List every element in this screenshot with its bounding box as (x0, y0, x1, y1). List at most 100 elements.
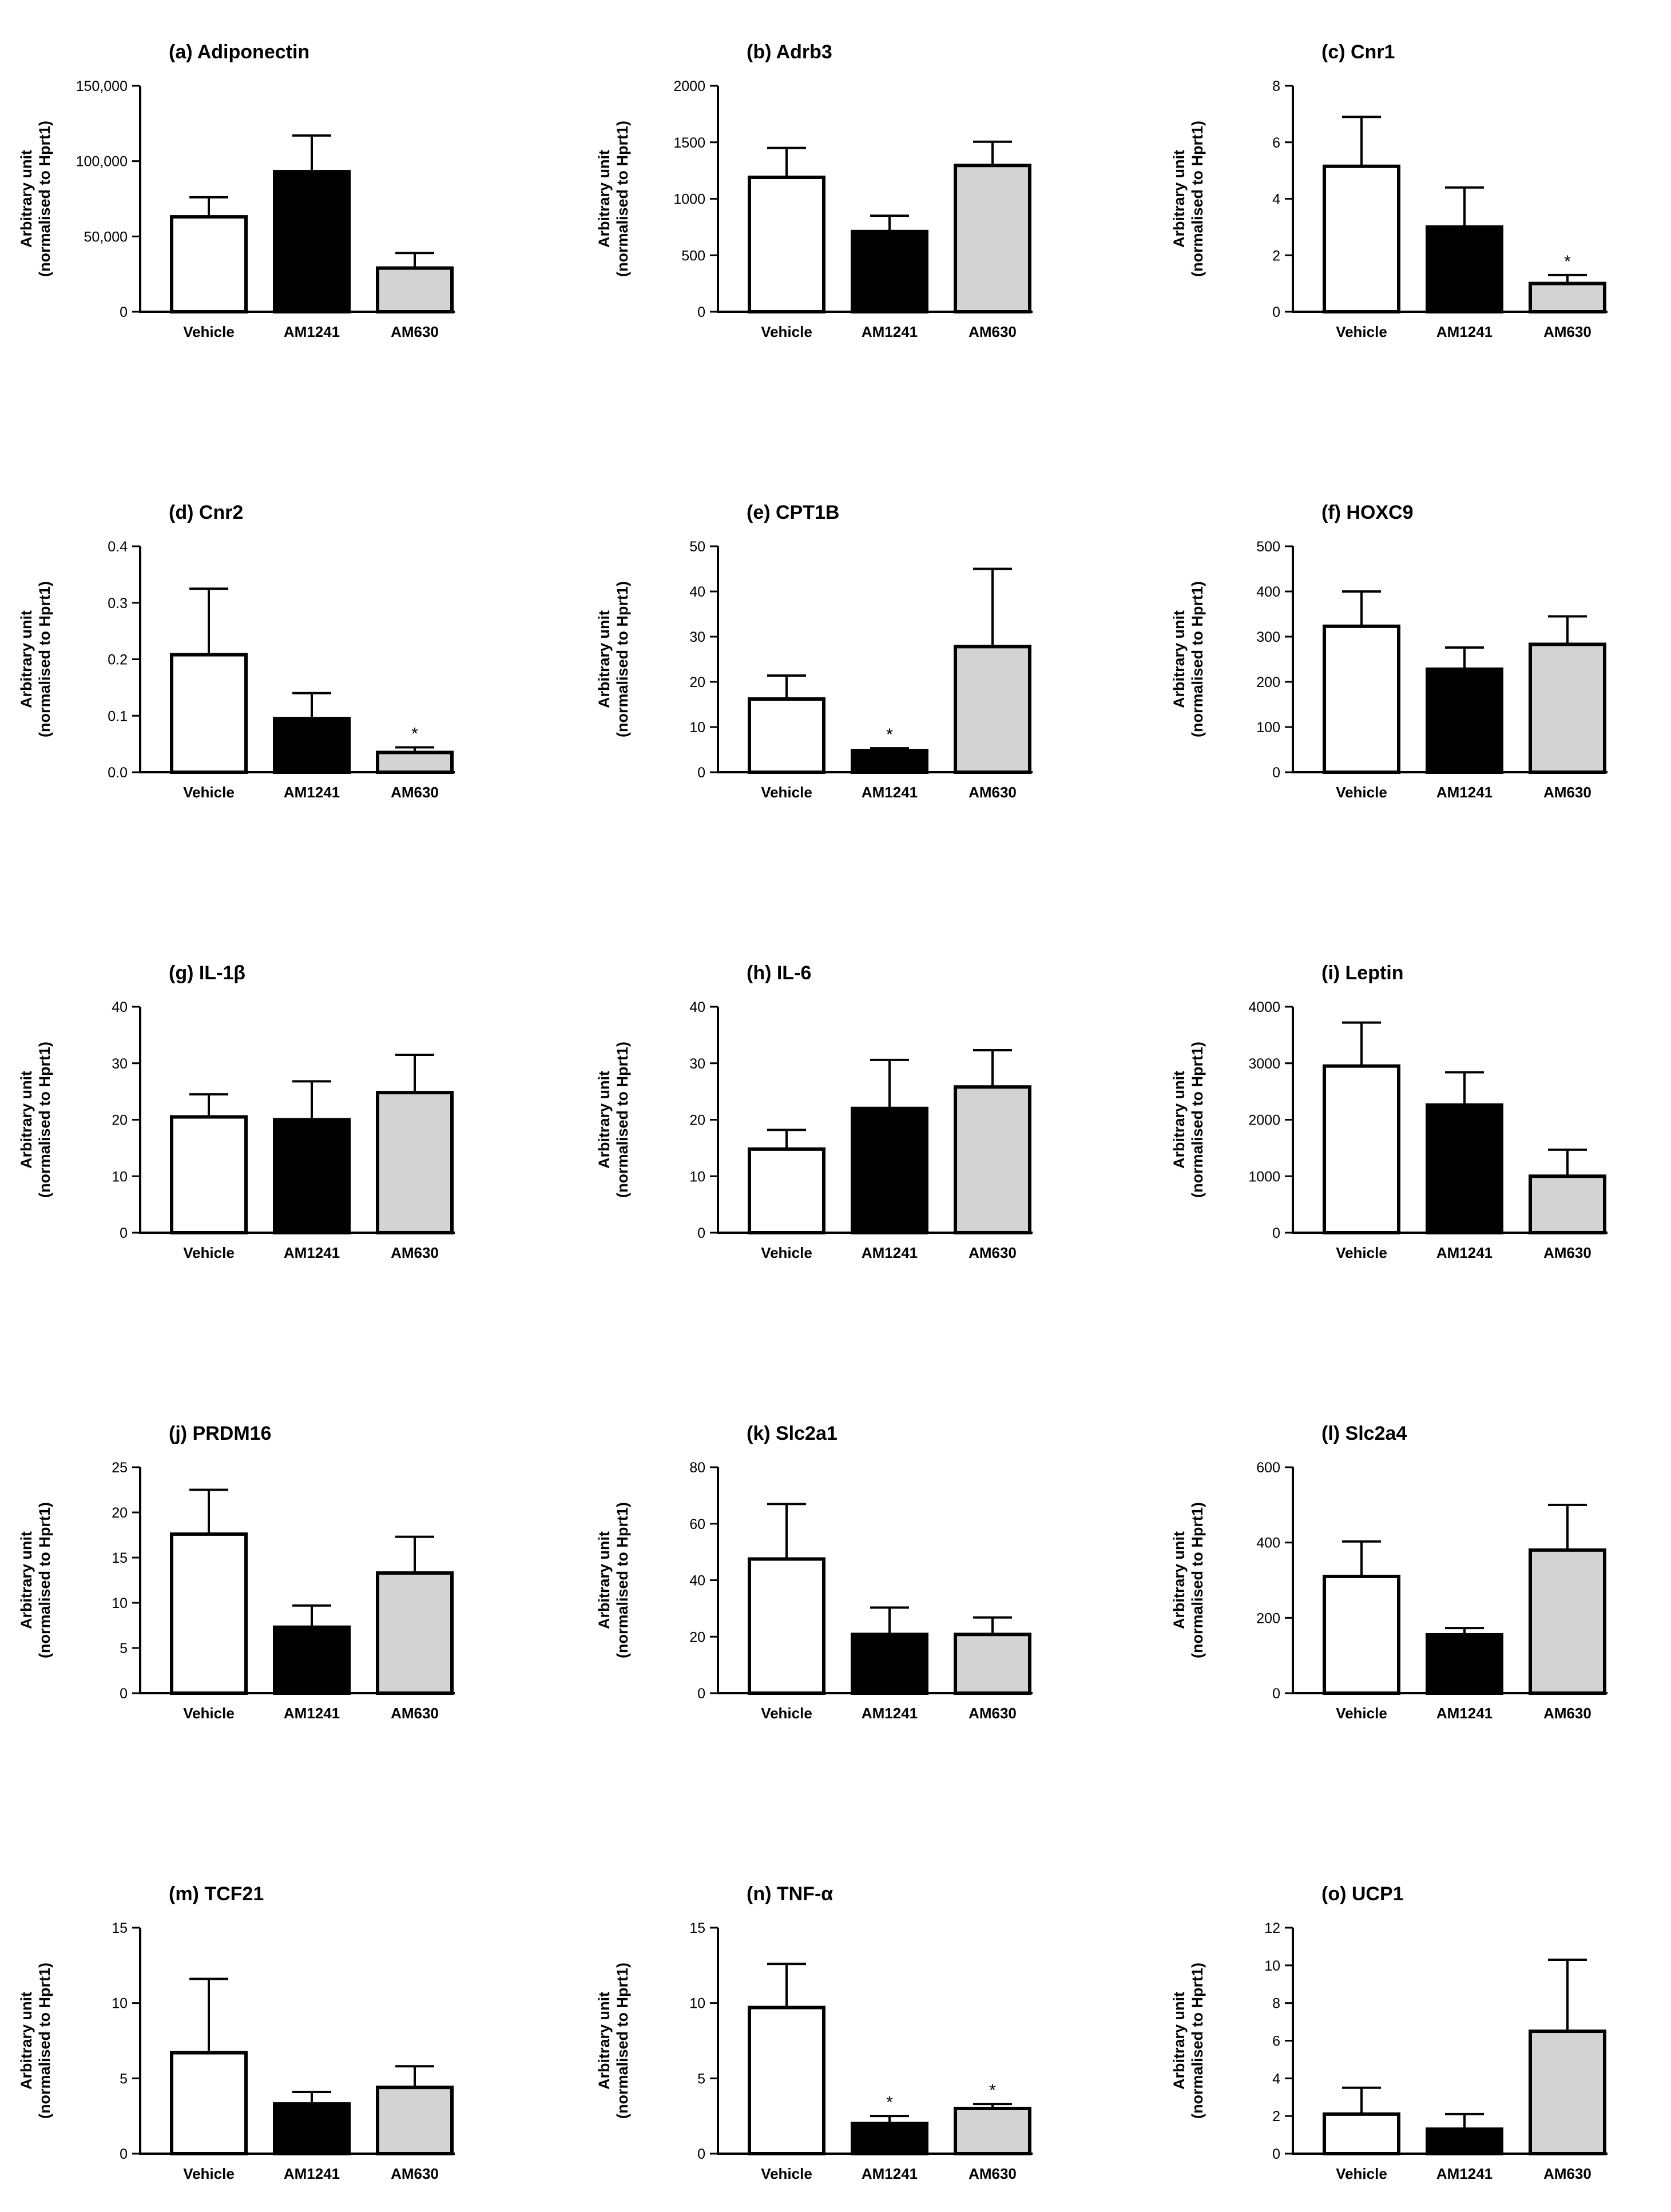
y-tick-label: 5 (697, 2071, 705, 2087)
y-axis-label-line1: Arbitrary unit (1170, 610, 1188, 708)
bar-am630 (1529, 642, 1606, 775)
y-axis-label-line2: (normalised to Hprt1) (1189, 1963, 1206, 2119)
x-category-label: AM1241 (862, 2165, 918, 2182)
y-axis-label-line1: Arbitrary unit (596, 610, 613, 708)
y-tick-label: 0 (1272, 765, 1280, 781)
y-tick-label: 6 (1272, 2034, 1280, 2050)
y-tick-label: 20 (689, 674, 705, 690)
y-tick-label: 400 (1256, 584, 1280, 600)
panel-title: (o) UCP1 (1321, 1883, 1404, 1905)
significance-marker: * (1564, 252, 1571, 271)
x-category-label: AM630 (391, 323, 439, 340)
y-tick-label: 4000 (1248, 999, 1280, 1015)
significance-marker: * (411, 725, 418, 744)
x-category-label: Vehicle (183, 1244, 235, 1261)
y-tick-label: 8 (1272, 78, 1280, 94)
y-tick-label: 0 (697, 1686, 705, 1702)
x-category-label: Vehicle (761, 323, 812, 340)
bar-vehicle (170, 1115, 248, 1234)
bar-am630 (954, 1085, 1031, 1234)
y-tick-label: 40 (689, 1573, 705, 1589)
bar-am630 (1529, 2030, 1606, 2156)
y-axis-label-line2: (normalised to Hprt1) (1189, 1042, 1206, 1198)
chart-panel-i: (i) Leptin Arbitrary unit(normalised to H… (1170, 962, 1608, 1261)
chart-panel-a: (a) Adiponectin Arbitrary unit(normalised… (18, 41, 455, 340)
y-tick-label: 0.3 (108, 595, 128, 611)
y-tick-label: 15 (112, 1550, 128, 1566)
y-tick-label: 30 (689, 629, 705, 645)
x-category-label: AM630 (969, 323, 1017, 340)
x-category-label: AM630 (969, 784, 1017, 801)
bar-vehicle (1323, 1574, 1400, 1695)
x-category-label: Vehicle (761, 784, 812, 801)
y-axis-label: Arbitrary unit(normalised to Hprt1) (596, 1963, 631, 2119)
y-tick-label: 30 (112, 1056, 128, 1072)
y-tick-label: 0 (120, 1686, 128, 1702)
y-tick-label: 10 (689, 720, 705, 736)
y-tick-label: 25 (112, 1460, 128, 1476)
y-axis-label-line2: (normalised to Hprt1) (36, 1963, 53, 2119)
y-axis-label: Arbitrary unit(normalised to Hprt1) (18, 1502, 53, 1658)
y-tick-label: 15 (112, 1920, 128, 1936)
y-axis-label-line1: Arbitrary unit (596, 1992, 613, 2090)
bar-am1241 (1426, 225, 1503, 313)
bar-am1241 (851, 749, 928, 774)
y-axis-label: Arbitrary unit(normalised to Hprt1) (18, 121, 53, 277)
y-axis-label: Arbitrary unit(normalised to Hprt1) (1170, 1502, 1206, 1658)
y-tick-label: 40 (112, 999, 128, 1015)
y-tick-label: 0 (120, 304, 128, 320)
x-category-label: AM1241 (284, 784, 340, 801)
x-category-label: AM630 (391, 784, 439, 801)
bar-vehicle (1323, 624, 1400, 774)
bar-vehicle (748, 2006, 825, 2155)
bar-am630 (376, 266, 454, 313)
y-axis-label-line2: (normalised to Hprt1) (36, 1502, 53, 1658)
x-category-label: Vehicle (183, 323, 235, 340)
y-axis-label-line2: (normalised to Hprt1) (614, 581, 631, 737)
y-tick-label: 20 (689, 1629, 705, 1645)
y-tick-label: 12 (1264, 1920, 1280, 1936)
x-category-label: Vehicle (1336, 2165, 1387, 2182)
y-axis-label-line2: (normalised to Hprt1) (1189, 121, 1206, 277)
y-tick-label: 2 (1272, 248, 1280, 264)
bar-vehicle (1323, 164, 1400, 313)
x-category-label: Vehicle (183, 784, 235, 801)
bar-am1241 (1426, 1633, 1503, 1695)
y-tick-label: 100 (1256, 720, 1280, 736)
bar-am630 (376, 1091, 454, 1234)
y-axis-label: Arbitrary unit(normalised to Hprt1) (1170, 1042, 1206, 1198)
y-tick-label: 500 (1256, 539, 1280, 555)
x-category-label: AM630 (969, 2165, 1017, 2182)
x-category-label: AM630 (969, 1244, 1017, 1261)
x-category-label: AM1241 (1436, 1244, 1493, 1261)
bar-am1241 (273, 1625, 351, 1695)
y-tick-label: 400 (1256, 1535, 1280, 1551)
y-tick-label: 40 (689, 584, 705, 600)
y-tick-label: 80 (689, 1460, 705, 1476)
y-tick-label: 2 (1272, 2108, 1280, 2124)
y-tick-label: 10 (689, 1996, 705, 2012)
bar-am630 (376, 2086, 454, 2155)
y-tick-label: 20 (112, 1113, 128, 1129)
y-axis-label-line2: (normalised to Hprt1) (1189, 581, 1206, 737)
y-tick-label: 2000 (1248, 1113, 1280, 1129)
chart-panel-o: (o) UCP1 Arbitrary unit(normalised to Hpr… (1170, 1883, 1608, 2182)
y-axis-label-line2: (normalised to Hprt1) (614, 1963, 631, 2119)
panel-title: (e) CPT1B (747, 502, 839, 523)
y-axis-label-line2: (normalised to Hprt1) (614, 121, 631, 277)
y-tick-label: 1000 (673, 192, 705, 208)
y-tick-label: 30 (689, 1056, 705, 1072)
y-axis-label-line2: (normalised to Hprt1) (614, 1042, 631, 1198)
significance-marker: * (886, 2093, 893, 2112)
y-axis-label-line1: Arbitrary unit (596, 150, 613, 248)
y-axis-label-line1: Arbitrary unit (18, 1071, 35, 1169)
chart-panel-b: (b) Adrb3 Arbitrary unit(normalised to Hp… (596, 41, 1033, 340)
y-axis-label-line1: Arbitrary unit (596, 1071, 613, 1169)
x-category-label: AM630 (1543, 323, 1591, 340)
y-tick-label: 3000 (1248, 1056, 1280, 1072)
y-tick-label: 8 (1272, 1996, 1280, 2012)
y-tick-label: 15 (689, 1920, 705, 1936)
bar-vehicle (1323, 1064, 1400, 1234)
panel-title: (m) TCF21 (169, 1883, 264, 1905)
panel-title: (n) TNF-α (747, 1883, 833, 1905)
